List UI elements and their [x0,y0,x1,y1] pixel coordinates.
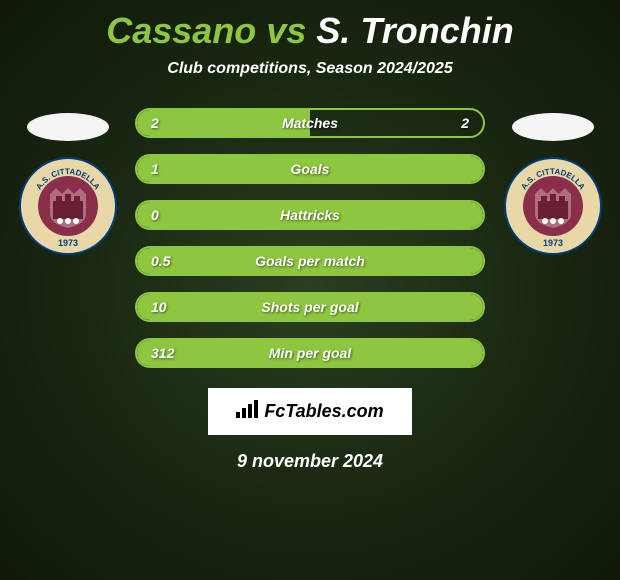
stat-left-value: 2 [151,115,159,131]
stat-label: Matches [282,115,338,131]
chart-icon [236,400,258,423]
stat-left-value: 1 [151,161,159,177]
date-text: 9 november 2024 [237,451,383,472]
right-side: A.S. CITTADELLA 1973 [495,108,610,256]
site-logo-text: FcTables.com [264,401,383,422]
stat-row: 312 Min per goal [135,338,485,368]
left-side: A.S. CITTADELLA 1973 [10,108,125,256]
club-badge-left: A.S. CITTADELLA 1973 [18,156,118,256]
subtitle: Club competitions, Season 2024/2025 [167,60,452,78]
stat-row: 1 Goals [135,154,485,184]
vs-text: vs [266,10,306,51]
stat-left-value: 0.5 [151,253,170,269]
main-layout: A.S. CITTADELLA 1973 2 Matches 2 1 Goals 0 Hat… [0,108,620,368]
stat-left-value: 10 [151,299,167,315]
stat-label: Shots per goal [261,299,358,315]
svg-text:1973: 1973 [57,238,77,248]
stat-row: 0.5 Goals per match [135,246,485,276]
stat-label: Goals [291,161,330,177]
player1-name: Cassano [106,10,256,51]
comparison-title: Cassano vs S. Tronchin [106,10,514,52]
svg-text:1973: 1973 [542,238,562,248]
player1-oval [27,113,109,141]
stat-row: 10 Shots per goal [135,292,485,322]
stat-row: 0 Hattricks [135,200,485,230]
stat-label: Goals per match [255,253,365,269]
stat-left-value: 0 [151,207,159,223]
club-badge-right: A.S. CITTADELLA 1973 [503,156,603,256]
stat-left-value: 312 [151,345,174,361]
player2-oval [512,113,594,141]
stat-right-value: 2 [461,115,469,131]
player2-name: S. Tronchin [316,10,513,51]
site-logo: FcTables.com [208,388,411,435]
stat-label: Hattricks [280,207,340,223]
stat-label: Min per goal [269,345,351,361]
stat-row: 2 Matches 2 [135,108,485,138]
stats-column: 2 Matches 2 1 Goals 0 Hattricks 0.5 Goals per ma… [135,108,485,368]
